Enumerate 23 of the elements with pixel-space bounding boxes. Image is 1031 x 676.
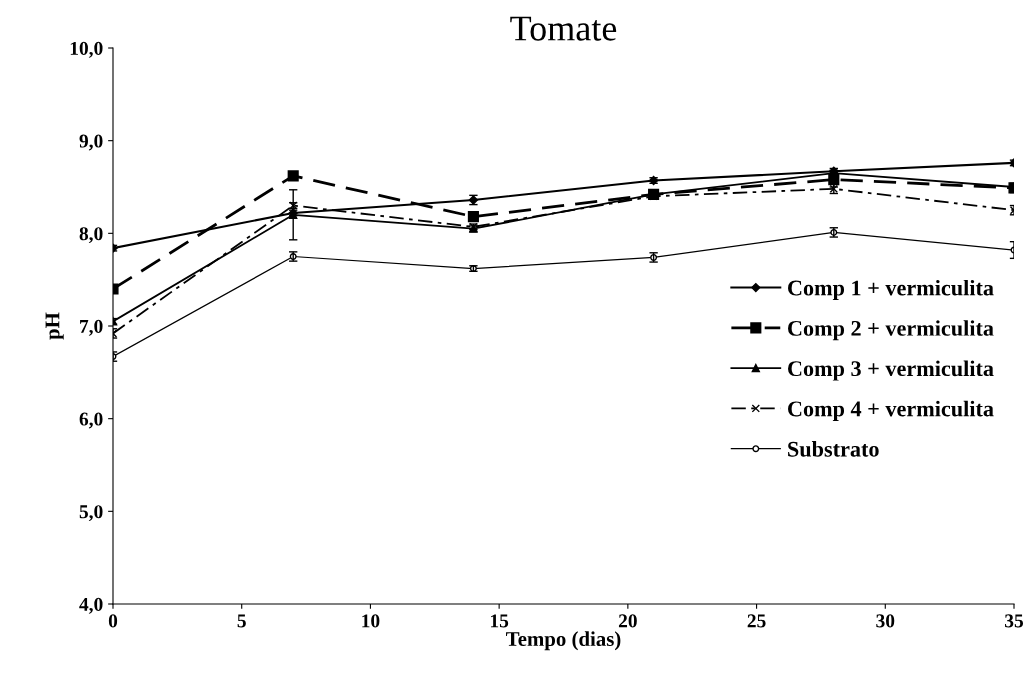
x-tick-label: 15: [490, 614, 509, 628]
legend-label: Comp 1 + vermiculita: [788, 279, 994, 301]
y-axis-title: pH: [45, 312, 64, 340]
y-tick-label: 4,0: [79, 597, 103, 614]
y-tick-label: 9,0: [79, 134, 103, 151]
x-tick-label: 0: [108, 614, 118, 628]
x-tick-label: 30: [876, 614, 895, 628]
y-tick-label: 7,0: [80, 319, 103, 336]
x-tick-label: 10: [362, 614, 380, 628]
x-tick-label: 20: [618, 614, 637, 628]
y-tick-label: 6,0: [79, 412, 103, 429]
y-tick-label: 10,0: [70, 41, 103, 58]
x-axis-title: Tempo (dias): [506, 631, 621, 651]
y-tick-label: 8,0: [79, 227, 103, 244]
y-tick-label: 5,0: [79, 505, 103, 522]
legend-label: Comp 4 + vermiculita: [788, 400, 994, 421]
legend-label: Substrato: [788, 441, 879, 457]
x-tick-label: 5: [237, 614, 246, 628]
legend-label: Comp 2 + vermiculita: [788, 320, 994, 341]
chart-title: Tomate: [510, 16, 617, 41]
x-tick-label: 35: [1005, 614, 1024, 628]
legend-label: Comp 3 + vermiculita: [788, 360, 994, 381]
x-tick-label: 25: [747, 614, 766, 628]
